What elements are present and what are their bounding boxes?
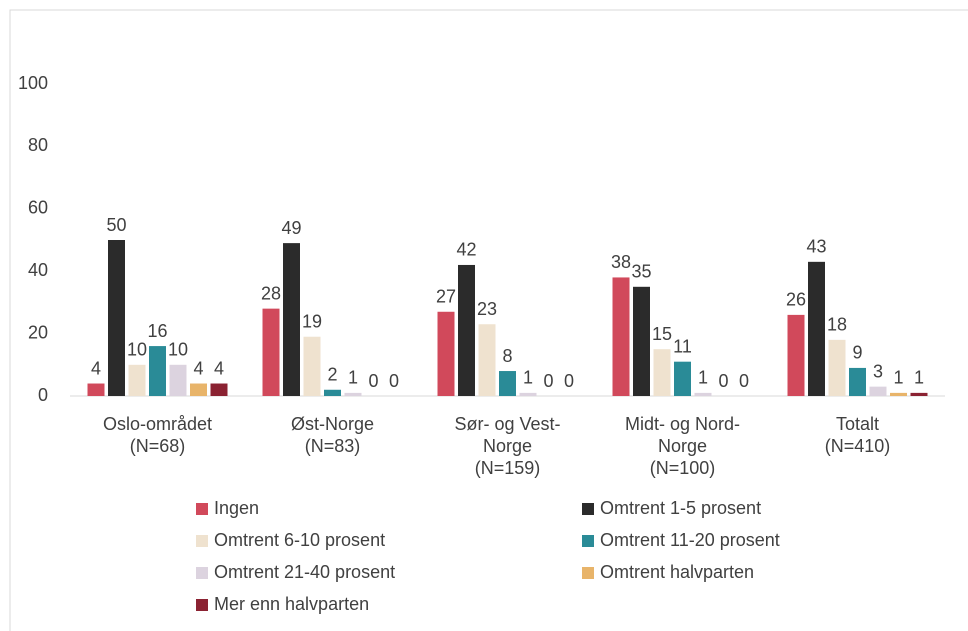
- bar: [458, 264, 475, 396]
- bar: [149, 346, 166, 396]
- x-tick-label: Oslo-området (N=68): [102, 414, 213, 456]
- y-tick-label: 100: [18, 73, 48, 93]
- bar: [653, 349, 671, 396]
- bar: [519, 392, 537, 396]
- data-label: 2: [327, 365, 337, 385]
- data-label: 1: [698, 368, 708, 388]
- legend-swatch: [582, 534, 594, 547]
- legend-item: Ingen: [196, 498, 259, 519]
- legend-label: Omtrent 11-20 prosent: [600, 530, 780, 550]
- legend-item: Omtrent 21-40 prosent: [196, 562, 395, 583]
- bar: [890, 392, 907, 396]
- bar: [910, 392, 928, 396]
- bar: [87, 383, 105, 396]
- bar: [612, 277, 630, 396]
- bar: [478, 324, 496, 396]
- bar: [128, 364, 146, 396]
- chart-border: [9, 9, 968, 631]
- legend-swatch: [196, 566, 208, 579]
- data-label: 27: [436, 287, 456, 307]
- bar: [303, 336, 321, 396]
- bar: [108, 240, 125, 396]
- bar: [324, 389, 341, 396]
- data-label: 16: [147, 321, 167, 341]
- legend-item: Omtrent 6-10 prosent: [196, 530, 385, 551]
- legend-label: Mer enn halvparten: [214, 594, 370, 614]
- bar: [828, 339, 846, 396]
- data-label: 9: [852, 343, 862, 363]
- data-label: 11: [673, 336, 692, 356]
- bar: [190, 383, 207, 396]
- legend-item: Omtrent halvparten: [582, 562, 754, 583]
- data-label: 26: [786, 290, 806, 310]
- legend-swatch: [582, 566, 594, 579]
- legend-label: Omtrent 21-40 prosent: [214, 562, 396, 582]
- data-label: 0: [739, 371, 749, 391]
- x-tick-label: Sør- og Vest- Norge (N=159): [454, 414, 561, 478]
- legend-label: Omtrent 6-10 prosent: [214, 530, 386, 550]
- legend-item: Mer enn halvparten: [196, 594, 369, 615]
- legend-swatch: [196, 598, 208, 611]
- bar: [633, 286, 650, 396]
- data-label: 43: [806, 237, 826, 257]
- legend-label: Omtrent 1-5 prosent: [600, 498, 762, 518]
- legend-label: Ingen: [214, 498, 260, 518]
- y-tick-label: 20: [28, 322, 48, 342]
- bar: [499, 371, 516, 396]
- data-label: 42: [456, 240, 476, 260]
- legend-swatch: [582, 502, 594, 515]
- data-label: 0: [564, 371, 574, 391]
- bar: [169, 364, 187, 396]
- data-label: 0: [718, 371, 728, 391]
- data-label: 50: [106, 215, 126, 235]
- x-tick-label: Totalt (N=410): [824, 414, 891, 456]
- data-label: 15: [652, 324, 672, 344]
- data-label: 4: [193, 358, 203, 378]
- bar: [808, 261, 825, 396]
- legend-swatch: [196, 502, 208, 515]
- bar: [869, 386, 887, 396]
- bar: [210, 383, 228, 396]
- data-label: 1: [523, 368, 533, 388]
- x-tick-label: Midt- og Nord- Norge (N=100): [624, 414, 741, 478]
- data-label: 3: [873, 361, 883, 381]
- data-label: 19: [302, 311, 322, 331]
- y-tick-label: 40: [28, 260, 48, 280]
- data-label: 1: [348, 368, 358, 388]
- data-label: 10: [127, 340, 147, 360]
- data-label: 0: [368, 371, 378, 391]
- data-label: 0: [389, 371, 399, 391]
- data-label: 4: [214, 358, 224, 378]
- data-label: 23: [477, 299, 497, 319]
- legend-item: Omtrent 1-5 prosent: [582, 498, 761, 519]
- legend-label: Omtrent halvparten: [600, 562, 755, 582]
- data-label: 8: [502, 346, 512, 366]
- data-label: 0: [543, 371, 553, 391]
- data-label: 10: [168, 340, 188, 360]
- y-tick-label: 0: [38, 385, 48, 405]
- legend-swatch: [196, 534, 208, 547]
- data-label: 28: [261, 283, 281, 303]
- bar: [262, 308, 280, 396]
- y-tick-label: 60: [28, 198, 48, 218]
- x-tick-label: Øst-Norge (N=83): [290, 414, 375, 456]
- y-tick-label: 80: [28, 135, 48, 155]
- bar: [787, 314, 805, 396]
- data-label: 18: [827, 315, 847, 335]
- bar: [283, 243, 300, 396]
- bar: [694, 392, 712, 396]
- bar: [674, 361, 691, 396]
- bar: [849, 367, 866, 396]
- bar: [344, 392, 362, 396]
- legend-item: Omtrent 11-20 prosent: [582, 530, 780, 551]
- data-label: 4: [91, 358, 101, 378]
- data-label: 35: [631, 262, 651, 282]
- bar: [437, 311, 455, 396]
- data-label: 49: [281, 218, 301, 238]
- data-label: 38: [611, 252, 631, 272]
- data-label: 1: [914, 368, 924, 388]
- data-label: 1: [893, 368, 903, 388]
